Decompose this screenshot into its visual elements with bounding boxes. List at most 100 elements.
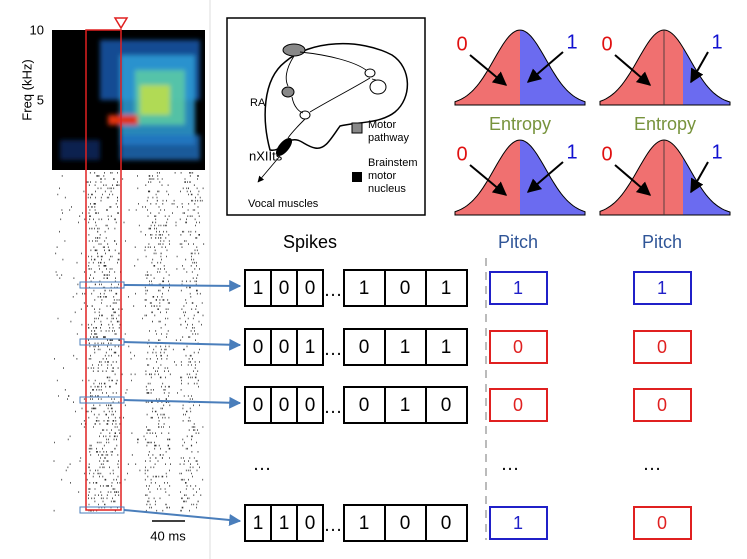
bit-box — [270, 328, 298, 366]
bit-box — [343, 328, 386, 366]
pitch-value: 0 — [513, 395, 523, 415]
bit: 1 — [253, 513, 264, 534]
bit-box — [270, 504, 298, 542]
pitch-box — [489, 330, 548, 364]
bit-box — [425, 504, 468, 542]
pitch-value: 1 — [513, 278, 523, 298]
bit: 1 — [359, 278, 370, 299]
bit-box — [384, 328, 427, 366]
caption: Entropy — [634, 114, 696, 134]
pitch-box — [489, 506, 548, 540]
bit: 0 — [441, 513, 452, 534]
anatomy-label: RA — [250, 97, 266, 109]
bit-box — [296, 328, 324, 366]
pitch-value: 0 — [657, 395, 667, 415]
class-label: 0 — [456, 143, 467, 165]
bit-box — [296, 504, 324, 542]
pitch-box — [489, 271, 548, 305]
y-tick: 10 — [30, 22, 44, 37]
arrow — [690, 51, 709, 84]
pitch-value: 1 — [513, 513, 523, 533]
bit: 0 — [279, 395, 290, 416]
bit: 1 — [359, 513, 370, 534]
bit: 0 — [359, 395, 370, 416]
pitch-box — [633, 506, 692, 540]
bit-box — [384, 386, 427, 424]
bit-box — [425, 386, 468, 424]
legend-label: nucleus — [368, 183, 406, 195]
class-label: 1 — [711, 31, 722, 53]
bit-box — [343, 504, 386, 542]
bit-box — [270, 386, 298, 424]
pitch-value: 0 — [513, 337, 523, 357]
distribution-outline — [454, 29, 586, 106]
bit: 1 — [279, 513, 290, 534]
caption: Entropy — [489, 114, 551, 134]
class-label: 1 — [566, 31, 577, 53]
pitch-box — [633, 271, 692, 305]
ellipsis: … — [253, 454, 272, 475]
bit: 0 — [305, 395, 316, 416]
bit-box — [384, 269, 427, 307]
class-label: 1 — [566, 141, 577, 163]
arrow — [614, 54, 652, 86]
spectrogram — [52, 30, 205, 170]
pitch-box — [633, 388, 692, 422]
row-arrow — [123, 338, 242, 351]
row-arrow — [123, 396, 242, 409]
arrow — [526, 161, 564, 193]
bit-box — [425, 328, 468, 366]
pitch-value: 1 — [657, 278, 667, 298]
pitch-value: 0 — [657, 337, 667, 357]
bit: 0 — [441, 395, 452, 416]
bit: 1 — [441, 337, 452, 358]
bit: 0 — [305, 278, 316, 299]
distribution-red — [455, 30, 520, 105]
bit: 1 — [253, 278, 264, 299]
pitch-value: 0 — [657, 513, 667, 533]
bit-box — [270, 269, 298, 307]
class-label: 1 — [711, 141, 722, 163]
bit: 0 — [359, 337, 370, 358]
bit: 1 — [400, 337, 411, 358]
bit: 0 — [305, 513, 316, 534]
bit: 0 — [400, 278, 411, 299]
arrow — [469, 54, 508, 86]
distribution-outline — [599, 29, 731, 106]
bit-box — [343, 269, 386, 307]
scale-bar-label: 40 ms — [150, 528, 186, 543]
row-arrow — [123, 509, 242, 526]
y-tick: 5 — [37, 92, 44, 107]
distribution-red — [455, 140, 520, 215]
pitch-box — [633, 330, 692, 364]
class-label: 0 — [601, 33, 612, 55]
window-marker — [113, 17, 129, 30]
ellipsis: … — [324, 515, 343, 536]
bit: 0 — [279, 337, 290, 358]
ellipsis: … — [324, 339, 343, 360]
bit-box — [244, 269, 272, 307]
bit: 0 — [253, 337, 264, 358]
arrow — [690, 161, 709, 194]
legend-label: Brainstem — [368, 157, 418, 169]
bit: 1 — [305, 337, 316, 358]
row-arrow — [123, 279, 242, 292]
column-header: Spikes — [283, 232, 337, 252]
bit: 1 — [400, 395, 411, 416]
ellipsis: … — [324, 280, 343, 301]
arrow — [469, 164, 508, 196]
anatomy — [226, 17, 426, 216]
distribution-outline — [454, 139, 586, 216]
bit: 0 — [253, 395, 264, 416]
legend-label: pathway — [368, 132, 409, 144]
bit: 1 — [441, 278, 452, 299]
class-label: 0 — [456, 33, 467, 55]
y-axis-label: Freq (kHz) — [19, 59, 34, 120]
legend-label: motor — [368, 170, 396, 182]
anatomy-label: Vocal muscles — [248, 198, 319, 210]
bit-box — [343, 386, 386, 424]
window-box — [85, 29, 122, 511]
arrow — [614, 164, 652, 196]
ellipsis: … — [324, 397, 343, 418]
